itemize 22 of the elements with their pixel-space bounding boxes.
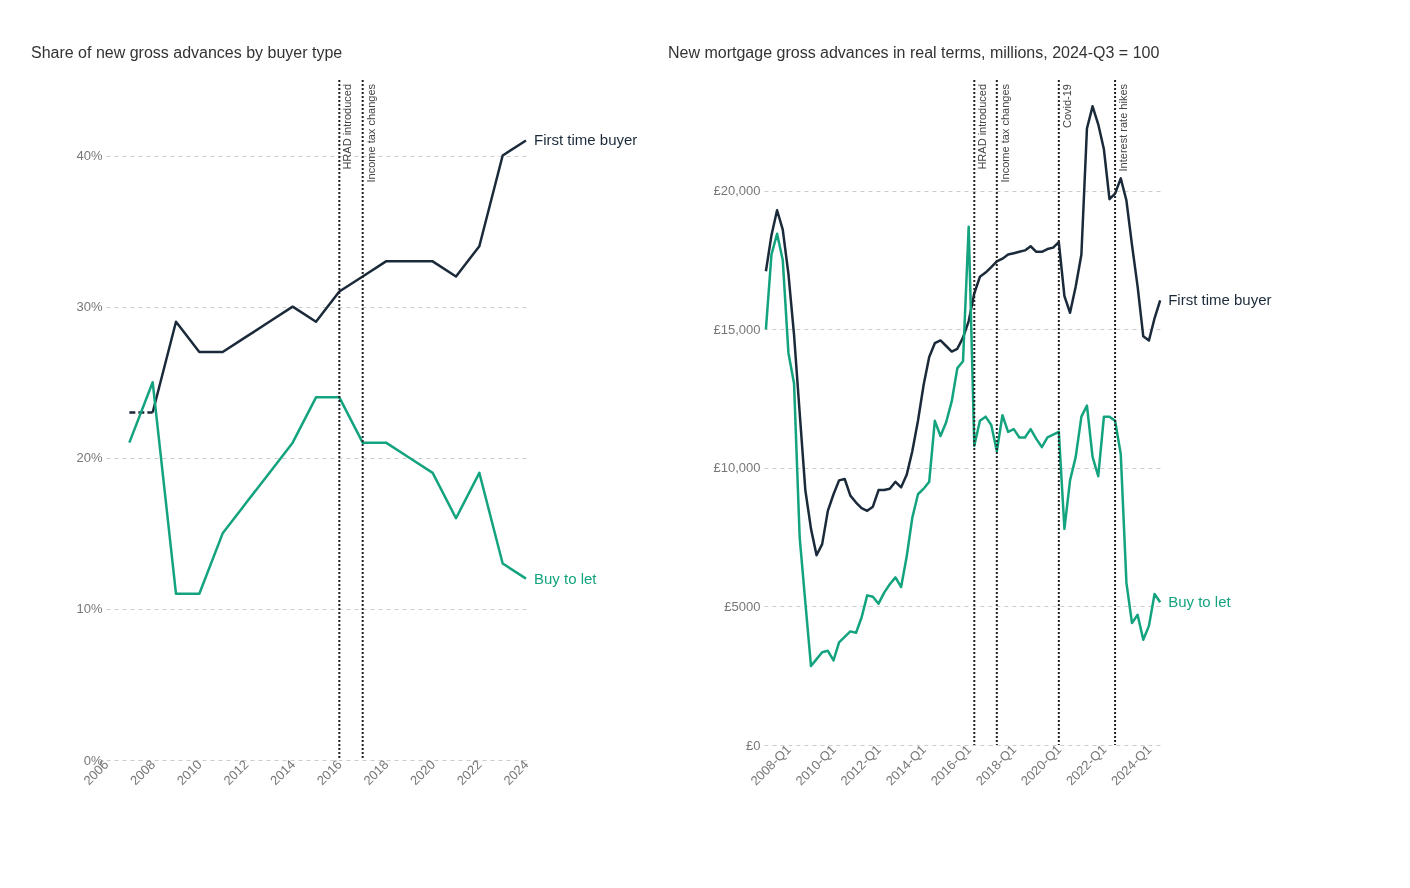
series-label: First time buyer	[534, 131, 638, 149]
series-label: Buy to let	[534, 569, 598, 587]
y-tick-label: 40%	[76, 148, 103, 164]
ref-line-label: HRAD introduced	[341, 84, 354, 170]
line-series	[764, 225, 1162, 668]
series-label: Buy to let	[1168, 593, 1232, 611]
y-tick-label: £20,000	[713, 183, 761, 199]
chart-title: New mortgage gross advances in real terms, millions, 2024-Q3 = 100	[668, 44, 1160, 61]
y-tick-label: 30%	[76, 299, 103, 315]
ref-line-label: Covid-19	[1060, 84, 1073, 129]
line-series	[128, 380, 528, 596]
y-tick-label: 20%	[76, 450, 103, 466]
chart-title: Share of new gross advances by buyer type	[30, 44, 343, 61]
ref-line-label: Interest rate hikes	[1117, 83, 1130, 172]
ref-line-label: Income tax changes	[998, 83, 1011, 183]
ref-line-label: HRAD introduced	[976, 84, 989, 170]
y-tick-label: 10%	[76, 601, 103, 617]
y-tick-label: £15,000	[713, 321, 761, 337]
ref-line-label: Income tax changes	[364, 83, 377, 183]
series-label: First time buyer	[1168, 291, 1272, 309]
y-tick-label: £5000	[724, 598, 761, 614]
y-tick-label: £10,000	[713, 460, 761, 476]
